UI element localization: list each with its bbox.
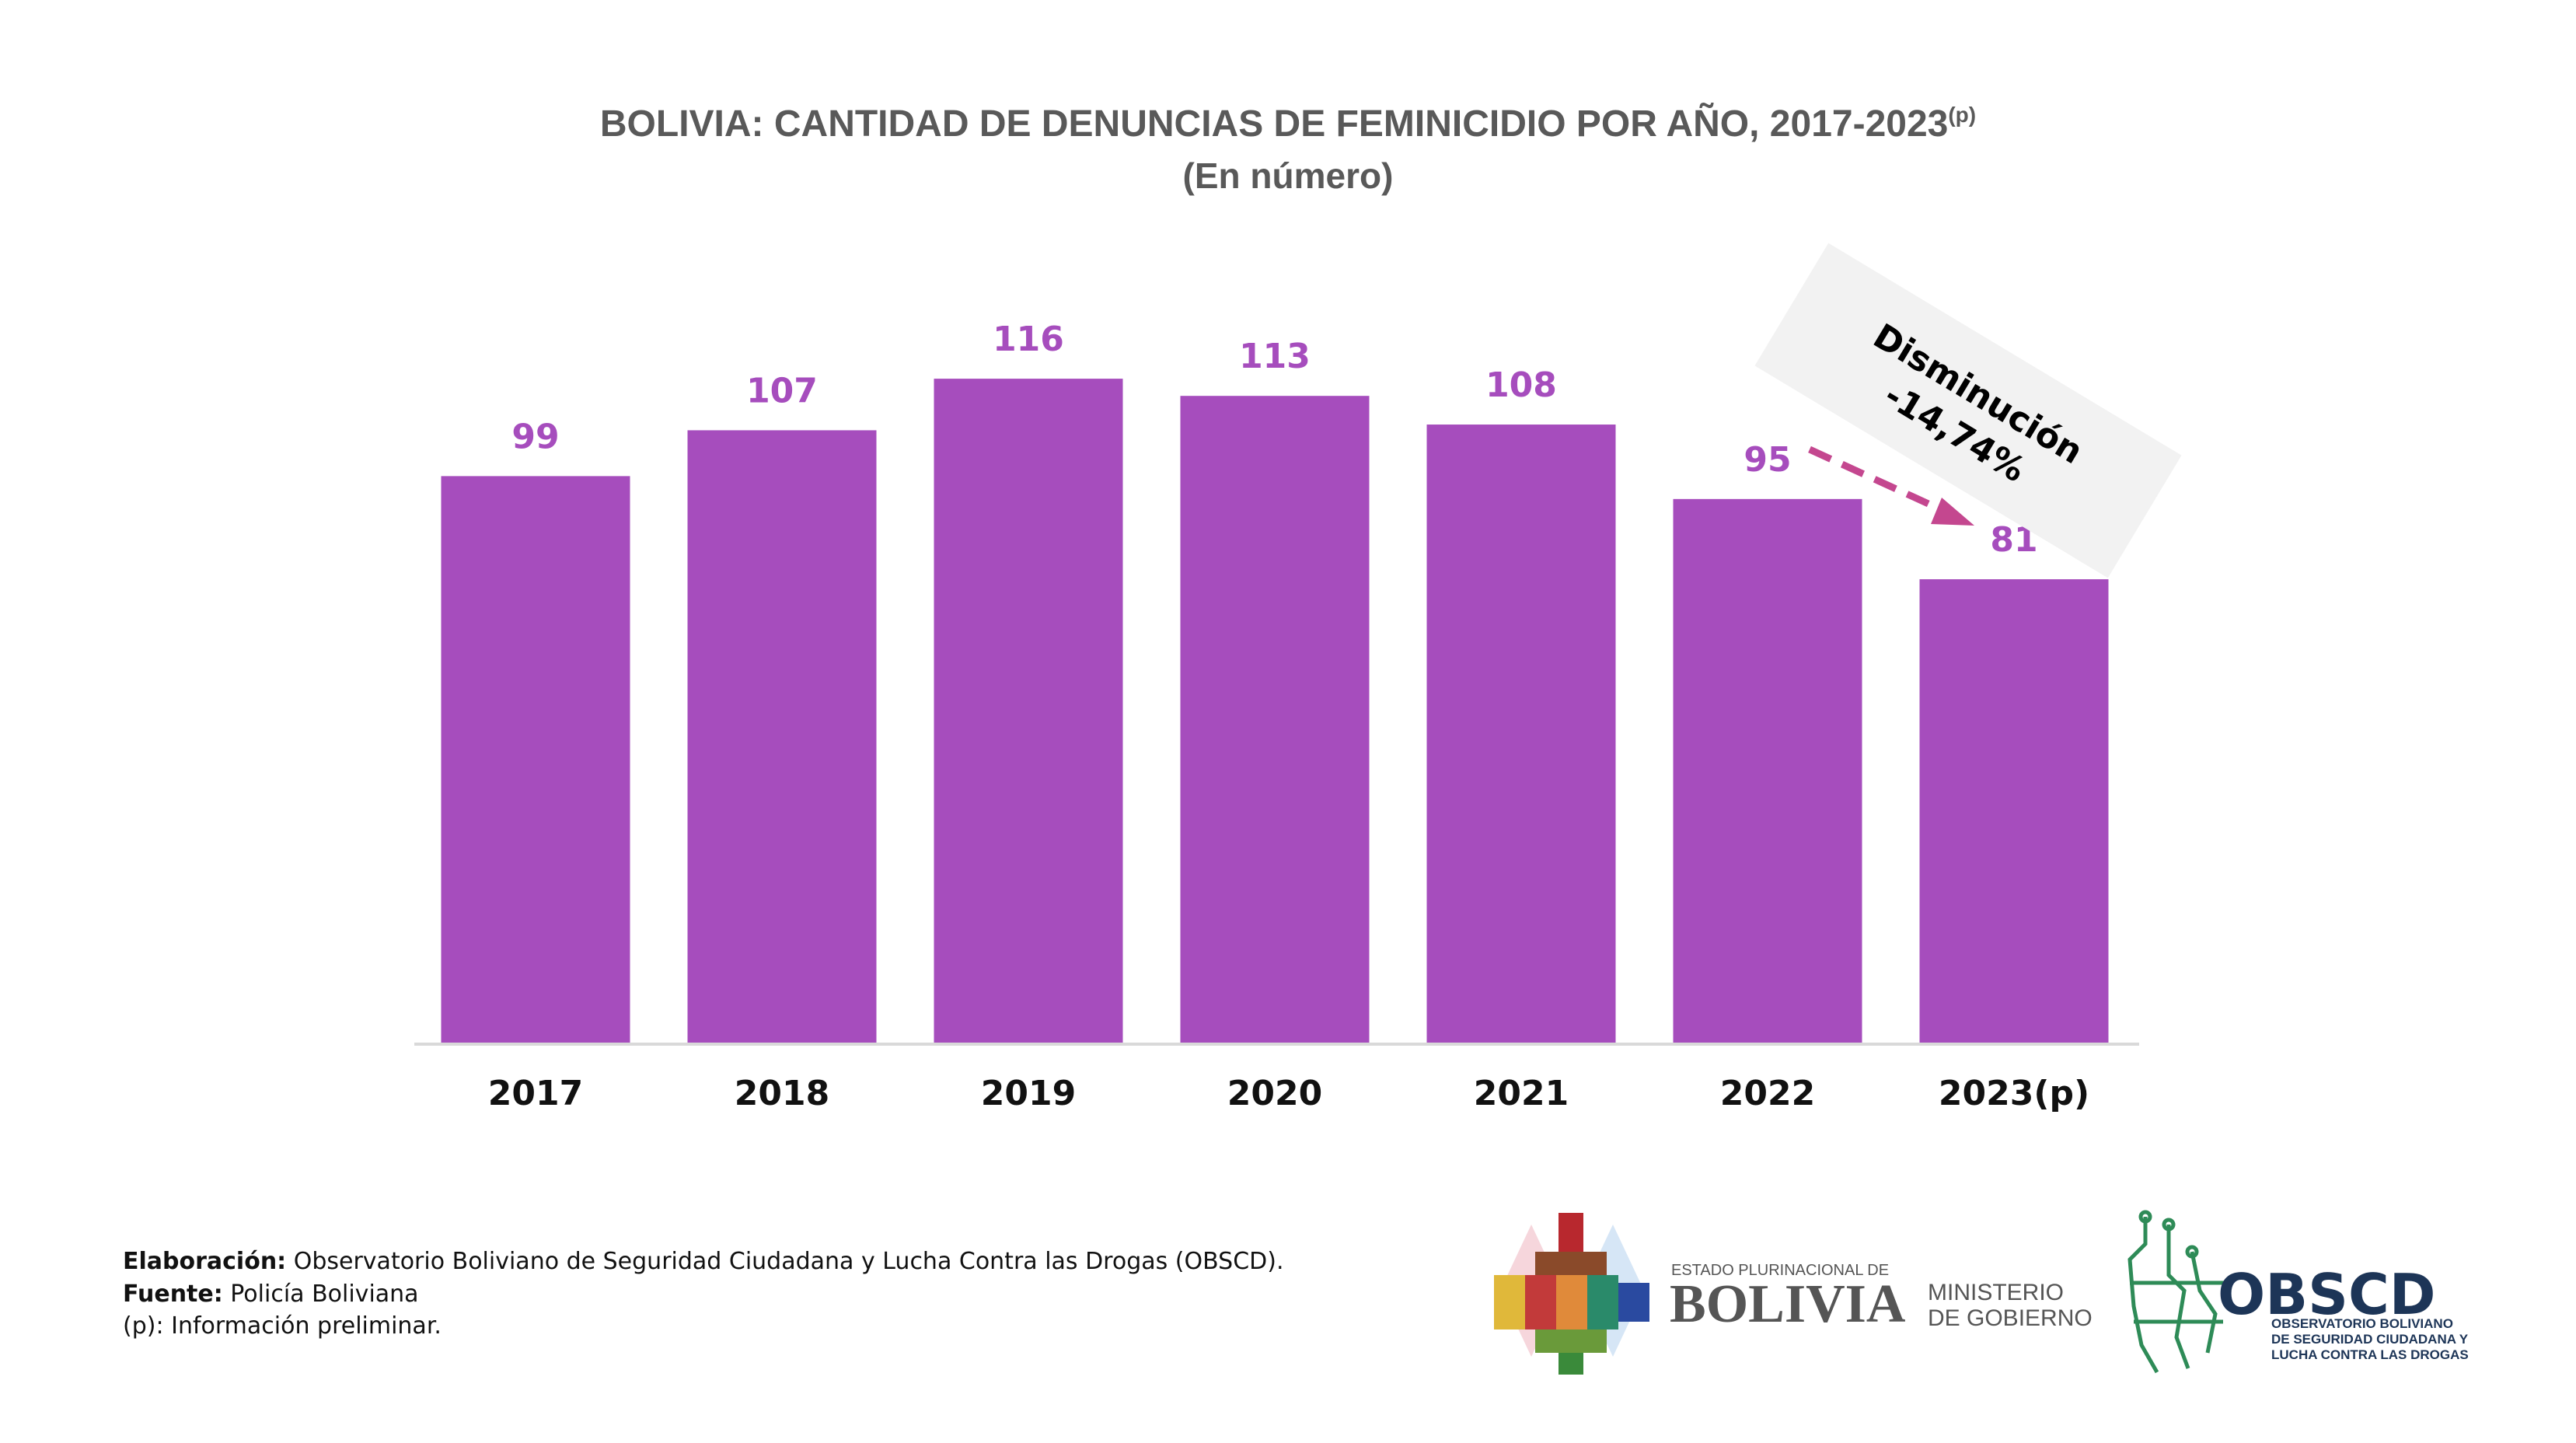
- x-tick-label-2023(p): 2023(p): [1939, 1074, 2089, 1113]
- bars-group: 99 2017 107 2018 116 2019 113 2020 108 2021 95 2022…: [441, 320, 2109, 1113]
- x-tick-label-2018: 2018: [735, 1074, 829, 1113]
- x-tick-label-2019: 2019: [981, 1074, 1076, 1113]
- bar-2021: [1426, 425, 1616, 1043]
- bar-2017: [441, 476, 630, 1043]
- annotation-box: Disminución -14,74%: [1754, 243, 2182, 578]
- annotation-arrow-head: [1931, 498, 1974, 526]
- x-tick-label-2021: 2021: [1474, 1074, 1569, 1113]
- logo-obscd-text: OBSCD: [2218, 1262, 2436, 1327]
- bar-2023(p): [1919, 579, 2109, 1043]
- x-tick-label-2020: 2020: [1227, 1074, 1322, 1113]
- footer-elaboracion: Elaboración: Observatorio Boliviano de S…: [123, 1248, 1284, 1275]
- chart-subtitle: (En número): [1183, 155, 1394, 196]
- bar-2019: [934, 379, 1123, 1044]
- data-label-2017: 99: [511, 417, 559, 456]
- annotation-arrow-line: [1808, 445, 1949, 516]
- logo-bolivia-text: BOLIVIA: [1670, 1274, 1906, 1334]
- obscd-circuit-map-icon: [2127, 1210, 2231, 1374]
- logo-estado-text: ESTADO PLURINACIONAL DE: [1671, 1262, 1889, 1279]
- logo-ministerio-text-1: MINISTERIO: [1928, 1280, 2064, 1305]
- bar-2022: [1673, 498, 1862, 1043]
- bar-2018: [687, 430, 877, 1043]
- x-tick-label-2022: 2022: [1720, 1074, 1815, 1113]
- data-label-2018: 107: [746, 371, 818, 411]
- chart-title-superscript: (p): [1948, 103, 1976, 127]
- footer-fuente-text: Policía Boliviana: [223, 1281, 419, 1308]
- x-tick-label-2017: 2017: [488, 1074, 583, 1113]
- logo-obscd-line3: LUCHA CONTRA LAS DROGAS: [2271, 1347, 2469, 1362]
- bolivia-emblem-logo: [1494, 1213, 1649, 1375]
- chart-title-text: BOLIVIA: CANTIDAD DE DENUNCIAS DE FEMINI…: [600, 102, 1948, 145]
- footer-nota: (p): Información preliminar.: [123, 1312, 442, 1340]
- logo-ministerio-text-2: DE GOBIERNO: [1928, 1305, 2093, 1331]
- data-label-2022: 95: [1744, 440, 1791, 480]
- annotation-background: [1754, 243, 2182, 578]
- footer-fuente: Fuente: Policía Boliviana: [123, 1281, 419, 1308]
- footer-elaboracion-label: Elaboración:: [123, 1248, 286, 1275]
- logo-obscd-line2: DE SEGURIDAD CIUDADANA Y: [2271, 1332, 2469, 1347]
- data-label-2021: 108: [1485, 365, 1557, 405]
- footer-elaboracion-text: Observatorio Boliviano de Seguridad Ciud…: [286, 1248, 1283, 1275]
- chart-title: BOLIVIA: CANTIDAD DE DENUNCIAS DE FEMINI…: [600, 102, 1976, 145]
- data-label-2020: 113: [1239, 337, 1311, 376]
- footer-fuente-label: Fuente:: [123, 1281, 223, 1308]
- data-label-2019: 116: [993, 320, 1064, 359]
- logo-obscd-line1: OBSERVATORIO BOLIVIANO: [2271, 1316, 2453, 1331]
- bar-2020: [1180, 396, 1370, 1043]
